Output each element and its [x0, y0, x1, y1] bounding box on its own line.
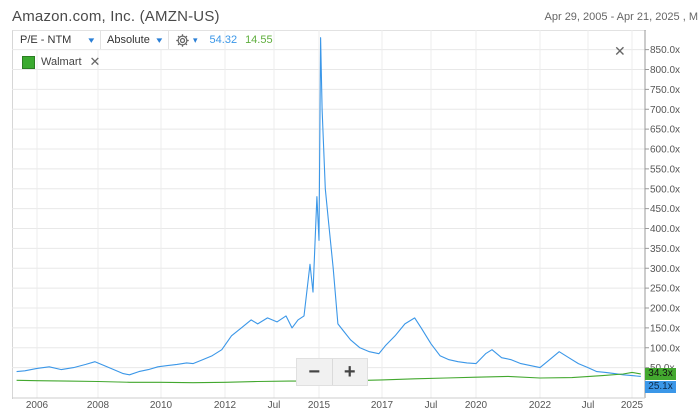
settings-button[interactable]: ▾	[169, 33, 204, 48]
gear-icon	[176, 33, 189, 47]
page-title: Amazon.com, Inc. (AMZN-US)	[12, 8, 220, 25]
x-tick-label: 2020	[465, 400, 488, 411]
walmart-last-value-badge: 34.3x	[645, 367, 676, 380]
y-tick-label: 350.0x	[650, 244, 680, 255]
x-tick-label: 2006	[26, 400, 49, 411]
primary-value: 54.32	[209, 34, 238, 46]
x-tick-label: 2015	[308, 400, 331, 411]
y-tick-label: 700.0x	[650, 105, 680, 116]
x-tick-label: 2008	[87, 400, 110, 411]
y-tick-label: 400.0x	[650, 224, 680, 235]
legend-label: Walmart	[41, 56, 82, 68]
y-tick-label: 250.0x	[650, 284, 680, 295]
y-tick-label: 500.0x	[650, 184, 680, 195]
chevron-down-icon: ▾	[88, 34, 95, 45]
metric-dropdown[interactable]: P/E - NTM ▾	[14, 31, 101, 49]
remove-comparison-icon[interactable]: ✕	[89, 54, 101, 69]
amazon-pe-line	[16, 37, 641, 377]
zoom-controls: − +	[296, 358, 368, 386]
legend: Walmart ✕	[22, 54, 100, 70]
close-icon[interactable]: ✕	[614, 43, 626, 59]
chart-toolbar: P/E - NTM ▾ Absolute ▾ ▾ 54.32 14.55	[14, 31, 273, 49]
zoom-in-button[interactable]: +	[343, 360, 356, 383]
chart-frame	[12, 30, 646, 399]
y-tick-label: 650.0x	[650, 125, 680, 136]
zoom-out-button[interactable]: −	[297, 359, 333, 385]
x-tick-label: 2025	[621, 400, 644, 411]
x-tick-label: Jul	[582, 400, 595, 411]
amazon-last-value-badge: 25.1x	[645, 380, 676, 393]
x-tick-label: 2010	[150, 400, 173, 411]
x-tick-label: 2017	[371, 400, 394, 411]
y-tick-label: 100.0x	[650, 343, 680, 354]
mode-label: Absolute	[107, 34, 150, 46]
comparison-value: 14.55	[245, 34, 273, 46]
chevron-down-icon: ▾	[193, 34, 198, 45]
metric-label: P/E - NTM	[20, 34, 72, 46]
x-tick-label: 2012	[214, 400, 237, 411]
y-tick-label: 600.0x	[650, 145, 680, 156]
x-tick-label: 2022	[529, 400, 552, 411]
legend-swatch	[22, 55, 35, 69]
mode-dropdown[interactable]: Absolute ▾	[101, 31, 169, 49]
x-tick-label: Jul	[268, 400, 281, 411]
y-tick-label: 550.0x	[650, 164, 680, 175]
y-tick-label: 150.0x	[650, 323, 680, 334]
y-tick-label: 750.0x	[650, 85, 680, 96]
y-tick-label: 300.0x	[650, 264, 680, 275]
date-range: Apr 29, 2005 - Apr 21, 2025 , M	[544, 11, 698, 23]
y-tick-label: 200.0x	[650, 304, 680, 315]
y-tick-label: 850.0x	[650, 45, 680, 56]
y-tick-label: 800.0x	[650, 65, 680, 76]
y-tick-label: 450.0x	[650, 204, 680, 215]
x-tick-label: Jul	[425, 400, 438, 411]
chevron-down-icon: ▾	[156, 34, 163, 45]
